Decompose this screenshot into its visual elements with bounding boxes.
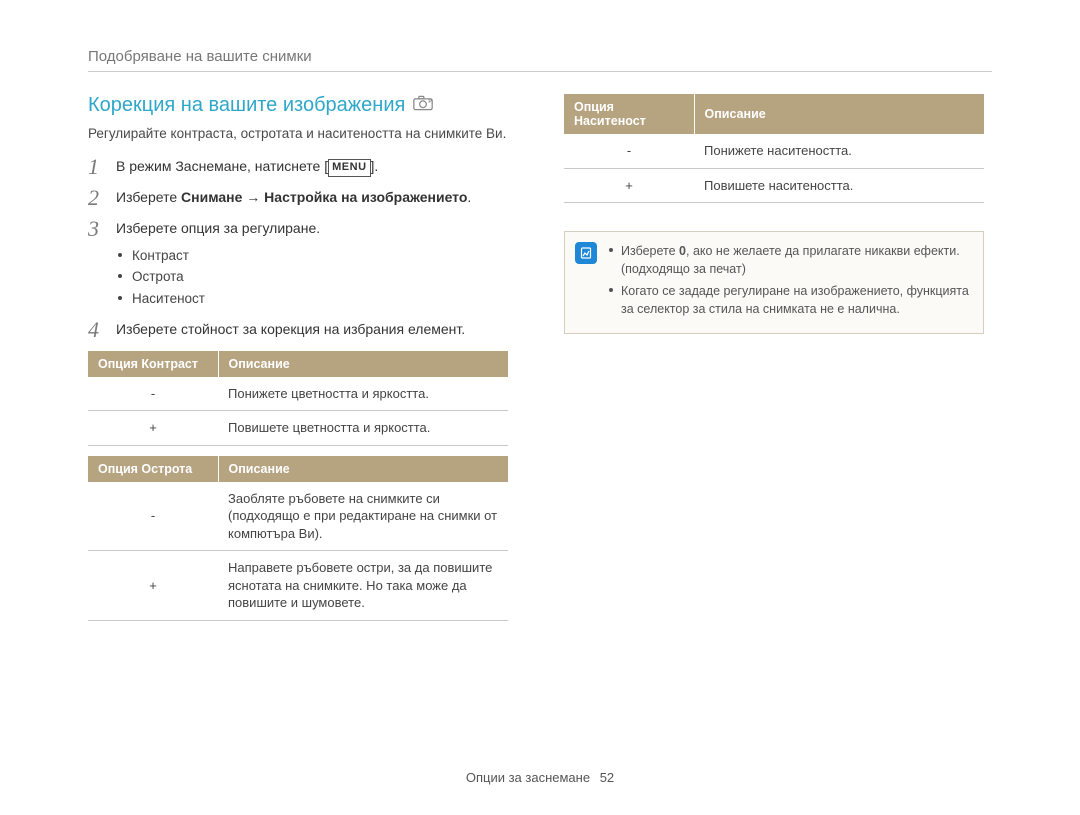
table-cell: Понижете наситеността. [694, 134, 984, 168]
step-number: 4 [88, 319, 104, 341]
sharpness-table: Опция Острота Описание - Заобляте ръбове… [88, 456, 508, 621]
camera-p-icon: P [413, 95, 433, 116]
table-cell: - [564, 134, 694, 168]
table-cell: Направете ръбовете остри, за да повишите… [218, 551, 508, 621]
table-row: - Понижете цветността и яркостта. [88, 377, 508, 411]
table-header: Опция Наситеност [564, 94, 694, 134]
step-text: . [467, 189, 471, 205]
menu-button-label: MENU [328, 159, 370, 176]
table-cell: Заобляте ръбовете на снимките си (подход… [218, 482, 508, 551]
table-cell: + [88, 411, 218, 446]
table-row: + Повишете цветността и яркостта. [88, 411, 508, 446]
page-footer: Опции за заснемане 52 [0, 770, 1080, 785]
table-header: Описание [218, 456, 508, 482]
table-cell: + [564, 168, 694, 203]
step-number: 3 [88, 218, 104, 240]
footer-label: Опции за заснемане [466, 770, 590, 785]
sub-bullets: Контраст Острота Наситеност [116, 245, 320, 310]
step-text: В режим Заснемане, натиснете [ [116, 158, 328, 174]
step-4: 4 Изберете стойност за корекция на избра… [88, 320, 508, 341]
step-text: Изберете опция за регулиране. [116, 220, 320, 236]
table-row: + Повишете наситеността. [564, 168, 984, 203]
table-row: - Понижете наситеността. [564, 134, 984, 168]
step-text: ]. [371, 158, 379, 174]
page-number: 52 [600, 770, 614, 785]
note-item: Изберете 0, ако не желаете да прилагате … [609, 242, 969, 278]
table-cell: + [88, 551, 218, 621]
table-header: Опция Острота [88, 456, 218, 482]
table-header: Описание [694, 94, 984, 134]
section-header: Подобряване на вашите снимки [88, 48, 992, 72]
steps-list: 1 В режим Заснемане, натиснете [MENU]. 2… [88, 157, 508, 340]
note-item: Когато се зададе регулиране на изображен… [609, 282, 969, 318]
step-number: 2 [88, 187, 104, 209]
step-number: 1 [88, 156, 104, 178]
table-cell: Повишете цветността и яркостта. [218, 411, 508, 446]
table-cell: - [88, 377, 218, 411]
table-row: - Заобляте ръбовете на снимките си (подх… [88, 482, 508, 551]
note-icon [575, 242, 597, 264]
saturation-table: Опция Наситеност Описание - Понижете нас… [564, 94, 984, 203]
step-3: 3 Изберете опция за регулиране. Контраст… [88, 219, 508, 309]
note-box: Изберете 0, ако не желаете да прилагате … [564, 231, 984, 334]
step-text: Изберете [116, 189, 181, 205]
table-cell: Понижете цветността и яркостта. [218, 377, 508, 411]
bullet-item: Контраст [116, 245, 320, 267]
step-1: 1 В режим Заснемане, натиснете [MENU]. [88, 157, 508, 178]
table-row: + Направете ръбовете остри, за да повиши… [88, 551, 508, 621]
step-text: Изберете стойност за корекция на избрани… [116, 320, 465, 340]
page-title: Корекция на вашите изображения [88, 94, 405, 117]
bullet-item: Острота [116, 266, 320, 288]
table-cell: - [88, 482, 218, 551]
note-list: Изберете 0, ако не желаете да прилагате … [609, 242, 969, 323]
contrast-table: Опция Контраст Описание - Понижете цветн… [88, 351, 508, 446]
table-cell: Повишете наситеността. [694, 168, 984, 203]
bullet-item: Наситеност [116, 288, 320, 310]
right-column: Опция Наситеност Описание - Понижете нас… [564, 94, 984, 631]
table-header: Описание [218, 351, 508, 377]
step-2: 2 Изберете Снимане → Настройка на изобра… [88, 188, 508, 209]
intro-text: Регулирайте контраста, остротата и насит… [88, 125, 508, 143]
table-header: Опция Контраст [88, 351, 218, 377]
step-bold: Снимане → Настройка на изображението [181, 189, 467, 205]
left-column: Корекция на вашите изображения P Регулир… [88, 94, 508, 631]
